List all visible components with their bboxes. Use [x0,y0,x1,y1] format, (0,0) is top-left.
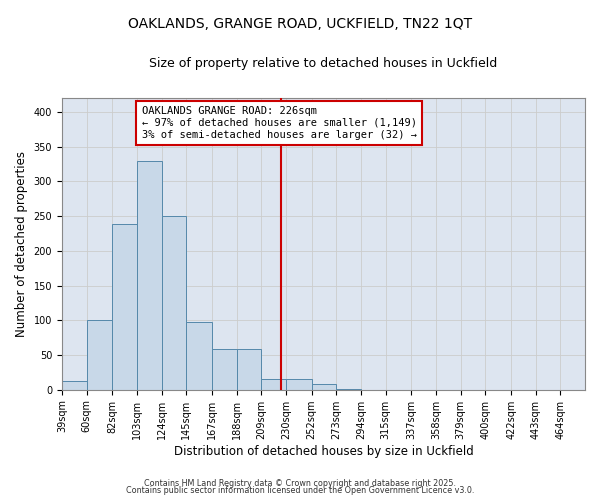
Bar [112,224,137,390]
Bar [312,384,337,390]
Bar [86,320,112,390]
Text: Contains public sector information licensed under the Open Government Licence v3: Contains public sector information licen… [126,486,474,495]
Bar [337,389,361,390]
Bar [62,382,86,390]
Text: Contains HM Land Registry data © Crown copyright and database right 2025.: Contains HM Land Registry data © Crown c… [144,478,456,488]
Title: Size of property relative to detached houses in Uckfield: Size of property relative to detached ho… [149,58,497,70]
Bar [286,380,312,390]
Bar [186,322,212,390]
Text: OAKLANDS GRANGE ROAD: 226sqm
← 97% of detached houses are smaller (1,149)
3% of : OAKLANDS GRANGE ROAD: 226sqm ← 97% of de… [142,106,416,140]
Bar [261,378,286,390]
Bar [161,216,186,390]
Bar [212,349,236,390]
Y-axis label: Number of detached properties: Number of detached properties [15,151,28,337]
Bar [236,349,261,390]
Bar [137,160,161,390]
Text: OAKLANDS, GRANGE ROAD, UCKFIELD, TN22 1QT: OAKLANDS, GRANGE ROAD, UCKFIELD, TN22 1Q… [128,18,472,32]
X-axis label: Distribution of detached houses by size in Uckfield: Distribution of detached houses by size … [173,444,473,458]
